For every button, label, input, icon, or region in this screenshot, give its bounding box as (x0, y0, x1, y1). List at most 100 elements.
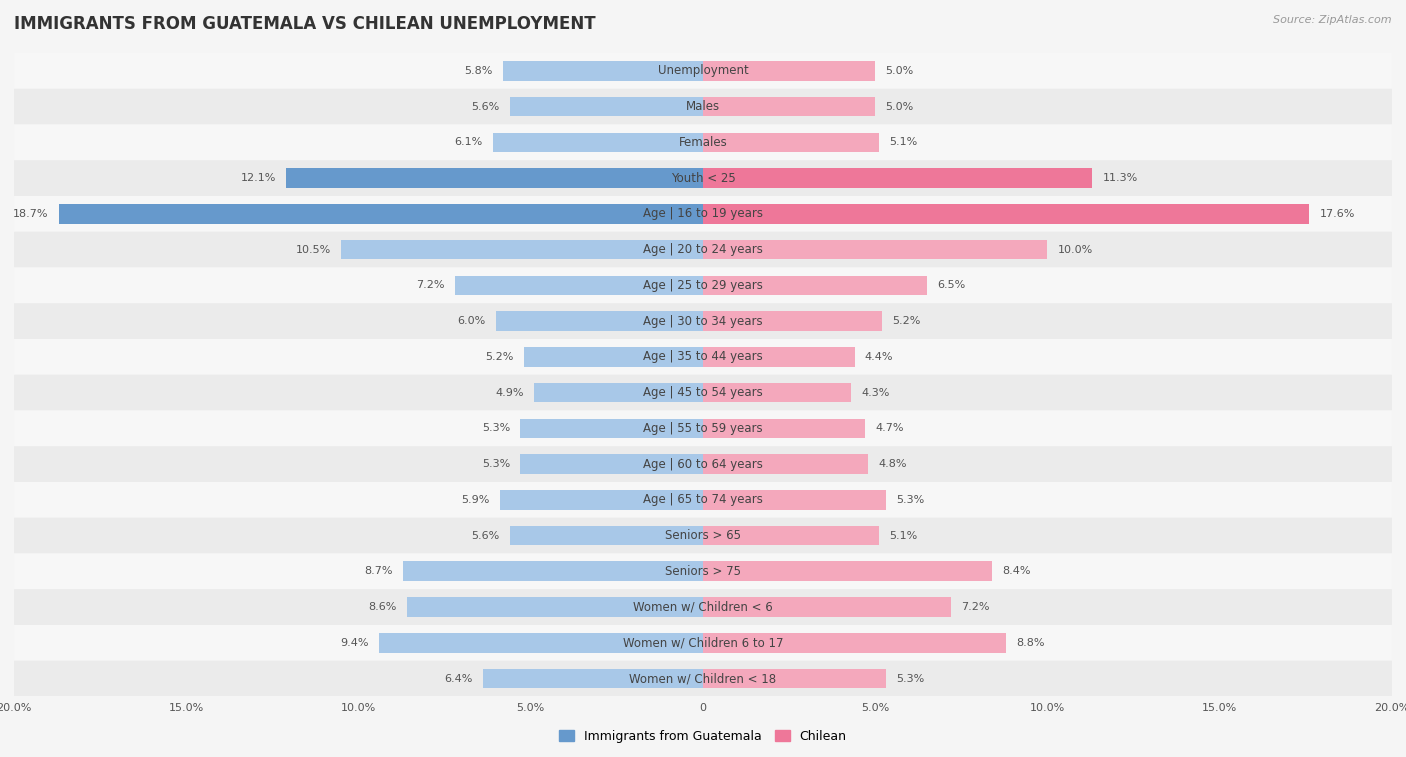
Text: 4.8%: 4.8% (879, 459, 907, 469)
Text: 9.4%: 9.4% (340, 638, 368, 648)
Text: 6.1%: 6.1% (454, 137, 482, 148)
FancyBboxPatch shape (14, 482, 1392, 518)
FancyBboxPatch shape (14, 375, 1392, 410)
Text: Women w/ Children < 18: Women w/ Children < 18 (630, 672, 776, 685)
Text: Unemployment: Unemployment (658, 64, 748, 77)
Text: 17.6%: 17.6% (1320, 209, 1355, 219)
FancyBboxPatch shape (14, 553, 1392, 589)
Bar (534, 383, 703, 403)
Text: 5.1%: 5.1% (889, 531, 917, 540)
Bar (703, 97, 875, 117)
FancyBboxPatch shape (14, 124, 1392, 160)
Text: Women w/ Children < 6: Women w/ Children < 6 (633, 600, 773, 614)
Text: 5.6%: 5.6% (471, 101, 499, 111)
Text: 8.8%: 8.8% (1017, 638, 1045, 648)
Bar (499, 490, 703, 509)
Bar (406, 597, 703, 617)
Bar (59, 204, 703, 223)
Text: Age | 30 to 34 years: Age | 30 to 34 years (643, 315, 763, 328)
Text: 7.2%: 7.2% (416, 280, 444, 291)
Bar (520, 419, 703, 438)
Text: 8.6%: 8.6% (368, 602, 396, 612)
Text: Age | 65 to 74 years: Age | 65 to 74 years (643, 494, 763, 506)
Text: 7.2%: 7.2% (962, 602, 990, 612)
Text: 6.4%: 6.4% (444, 674, 472, 684)
Bar (703, 132, 879, 152)
FancyBboxPatch shape (14, 589, 1392, 625)
Text: Seniors > 75: Seniors > 75 (665, 565, 741, 578)
Text: 5.6%: 5.6% (471, 531, 499, 540)
Text: 10.0%: 10.0% (1057, 245, 1092, 254)
Text: 5.9%: 5.9% (461, 495, 489, 505)
Bar (703, 61, 875, 81)
Text: Youth < 25: Youth < 25 (671, 172, 735, 185)
Text: IMMIGRANTS FROM GUATEMALA VS CHILEAN UNEMPLOYMENT: IMMIGRANTS FROM GUATEMALA VS CHILEAN UNE… (14, 15, 596, 33)
Text: 8.7%: 8.7% (364, 566, 392, 576)
Bar (510, 526, 703, 545)
Bar (456, 276, 703, 295)
Text: 8.4%: 8.4% (1002, 566, 1031, 576)
FancyBboxPatch shape (14, 196, 1392, 232)
Text: 18.7%: 18.7% (13, 209, 48, 219)
Bar (524, 347, 703, 366)
Bar (703, 526, 879, 545)
Bar (703, 419, 865, 438)
FancyBboxPatch shape (14, 446, 1392, 482)
Text: Seniors > 65: Seniors > 65 (665, 529, 741, 542)
Bar (703, 668, 886, 688)
Bar (703, 490, 886, 509)
Text: 5.0%: 5.0% (886, 101, 914, 111)
Text: 4.3%: 4.3% (862, 388, 890, 397)
Bar (510, 97, 703, 117)
FancyBboxPatch shape (14, 53, 1392, 89)
Text: Age | 25 to 29 years: Age | 25 to 29 years (643, 279, 763, 292)
Bar (703, 347, 855, 366)
Bar (520, 454, 703, 474)
Bar (703, 383, 851, 403)
Text: 10.5%: 10.5% (295, 245, 330, 254)
Text: Age | 16 to 19 years: Age | 16 to 19 years (643, 207, 763, 220)
FancyBboxPatch shape (14, 304, 1392, 339)
Bar (703, 204, 1309, 223)
FancyBboxPatch shape (14, 625, 1392, 661)
Bar (703, 311, 882, 331)
Text: 5.3%: 5.3% (896, 495, 924, 505)
Text: 4.4%: 4.4% (865, 352, 893, 362)
Text: Age | 35 to 44 years: Age | 35 to 44 years (643, 350, 763, 363)
Text: 5.2%: 5.2% (485, 352, 513, 362)
FancyBboxPatch shape (14, 661, 1392, 696)
FancyBboxPatch shape (14, 89, 1392, 124)
Text: Source: ZipAtlas.com: Source: ZipAtlas.com (1274, 15, 1392, 25)
FancyBboxPatch shape (14, 232, 1392, 267)
Text: Women w/ Children 6 to 17: Women w/ Children 6 to 17 (623, 637, 783, 650)
Bar (703, 454, 869, 474)
Bar (494, 132, 703, 152)
Bar (342, 240, 703, 260)
Text: Females: Females (679, 136, 727, 149)
Text: 12.1%: 12.1% (240, 173, 276, 183)
Text: 4.9%: 4.9% (495, 388, 524, 397)
Text: 6.5%: 6.5% (938, 280, 966, 291)
FancyBboxPatch shape (14, 518, 1392, 553)
Bar (703, 168, 1092, 188)
Text: 5.3%: 5.3% (482, 423, 510, 433)
FancyBboxPatch shape (14, 160, 1392, 196)
Text: 4.7%: 4.7% (875, 423, 904, 433)
FancyBboxPatch shape (14, 410, 1392, 446)
Bar (703, 276, 927, 295)
Text: 6.0%: 6.0% (458, 316, 486, 326)
Bar (703, 240, 1047, 260)
Text: Age | 55 to 59 years: Age | 55 to 59 years (643, 422, 763, 435)
Bar (404, 562, 703, 581)
Text: 5.8%: 5.8% (464, 66, 494, 76)
Legend: Immigrants from Guatemala, Chilean: Immigrants from Guatemala, Chilean (554, 725, 852, 748)
Bar (287, 168, 703, 188)
Text: 5.3%: 5.3% (482, 459, 510, 469)
Bar (703, 597, 950, 617)
Bar (703, 562, 993, 581)
Text: 11.3%: 11.3% (1102, 173, 1137, 183)
Bar (503, 61, 703, 81)
Text: 5.3%: 5.3% (896, 674, 924, 684)
Bar (380, 633, 703, 653)
FancyBboxPatch shape (14, 267, 1392, 304)
